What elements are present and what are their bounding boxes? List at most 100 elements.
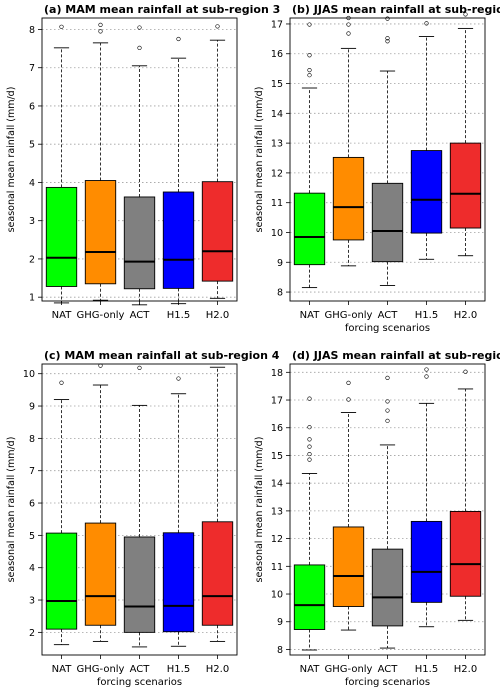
x-axis-label: forcing scenarios: [345, 677, 430, 687]
outlier-point: [346, 397, 351, 402]
chart-panel-3: (c) MAM mean rainfall at sub-region 4 2 3 4…: [6, 349, 280, 687]
y-tick-label: 10: [271, 590, 283, 601]
outlier-point: [307, 22, 312, 27]
y-tick-label: 14: [271, 479, 283, 490]
y-tick-label: 10: [271, 228, 283, 239]
outlier-point: [176, 376, 181, 381]
outlier-point: [385, 16, 390, 21]
outlier-point: [346, 22, 351, 27]
x-tick-label: NAT: [52, 310, 73, 321]
outlier-point: [307, 444, 312, 449]
y-tick-label: 9: [277, 617, 283, 628]
box-h2-0: [449, 142, 482, 229]
chart-panel-4: (d) JJAS mean rainfall at sub-region 4 8 9…: [254, 349, 500, 687]
outlier-point: [385, 399, 390, 404]
outlier-point: [385, 39, 390, 44]
y-tick-label: 14: [271, 109, 283, 120]
box-ghg-only: [84, 180, 117, 285]
y-tick-label: 9: [277, 258, 283, 269]
box-act: [371, 548, 404, 627]
y-tick-label: 1: [29, 293, 35, 304]
x-tick-label: GHG-only: [325, 664, 373, 675]
y-tick-label: 5: [29, 531, 35, 542]
box-h1-5: [162, 532, 195, 633]
outlier-point: [98, 22, 103, 27]
outlier-point: [215, 24, 220, 29]
box-nat: [293, 564, 326, 630]
y-tick-label: 17: [271, 19, 283, 30]
outlier-point: [307, 437, 312, 442]
x-tick-label: GHG-only: [77, 310, 125, 321]
chart-title: (d) JJAS mean rainfall at sub-region 4: [292, 349, 500, 362]
x-tick-label: H2.0: [206, 664, 229, 675]
outlier-point: [176, 36, 181, 42]
outlier-point: [463, 369, 468, 374]
outlier-point: [59, 24, 64, 29]
outlier-point: [346, 31, 351, 36]
y-tick-label: 18: [271, 368, 283, 379]
box-h2-0: [201, 521, 234, 626]
outlier-point: [98, 29, 103, 34]
x-tick-label: H1.5: [415, 310, 438, 321]
y-tick-label: 8: [277, 288, 283, 299]
y-tick-label: 5: [29, 140, 35, 151]
y-tick-label: 6: [29, 499, 35, 510]
y-tick-label: 13: [271, 139, 283, 150]
chart-title: (a) MAM mean rainfall at sub-region 3: [44, 3, 280, 16]
x-tick-label: ACT: [378, 664, 399, 675]
x-tick-label: H1.5: [167, 664, 190, 675]
box-h1-5: [410, 150, 443, 234]
x-tick-label: GHG-only: [77, 664, 125, 675]
box-act: [371, 182, 404, 263]
y-axis-label: seasonal mean rainfall (mm/d): [254, 437, 265, 583]
chart-title: (b) JJAS mean rainfall at sub-region 3: [292, 3, 500, 16]
y-tick-label: 17: [271, 396, 283, 407]
chart-title: (c) MAM mean rainfall at sub-region 4: [44, 349, 280, 362]
y-tick-label: 4: [29, 178, 35, 189]
box-ghg-only: [332, 156, 365, 241]
y-tick-label: 8: [29, 434, 35, 445]
box-nat: [45, 532, 78, 630]
y-tick-label: 16: [271, 49, 283, 60]
outlier-point: [307, 425, 312, 430]
y-tick-label: 12: [271, 534, 283, 545]
x-tick-label: ACT: [130, 664, 151, 675]
outlier-point: [424, 367, 429, 372]
y-tick-label: 2: [29, 628, 35, 639]
outlier-point: [307, 457, 312, 462]
y-axis-label: seasonal mean rainfall (mm/d): [6, 87, 17, 233]
outlier-point: [307, 396, 312, 401]
chart-panel-2: (b) JJAS mean rainfall at sub-region 3 8 9…: [254, 3, 500, 334]
box-h2-0: [201, 181, 234, 282]
x-tick-label: H1.5: [415, 664, 438, 675]
y-tick-label: 15: [271, 451, 283, 462]
y-tick-label: 16: [271, 423, 283, 434]
box-h1-5: [410, 520, 443, 603]
outlier-point: [424, 21, 429, 26]
y-tick-label: 8: [277, 645, 283, 656]
x-tick-label: H2.0: [206, 310, 229, 321]
outlier-point: [385, 408, 390, 413]
y-tick-label: 8: [29, 25, 35, 36]
box-nat: [293, 192, 326, 266]
x-tick-label: ACT: [130, 310, 151, 321]
chart-panel-1: (a) MAM mean rainfall at sub-region 3123…: [6, 3, 280, 321]
y-tick-label: 9: [29, 402, 35, 413]
outlier-point: [424, 374, 429, 379]
box-h2-0: [449, 510, 482, 597]
plot-frame: [289, 17, 486, 302]
y-tick-label: 7: [29, 63, 35, 74]
outlier-point: [346, 380, 351, 385]
plot-frame: [289, 363, 486, 656]
y-axis-label: seasonal mean rainfall (mm/d): [6, 437, 17, 583]
y-tick-label: 12: [271, 168, 283, 179]
x-axis-label: forcing scenarios: [97, 677, 182, 687]
y-tick-label: 10: [23, 369, 35, 380]
outlier-point: [307, 451, 312, 457]
y-tick-label: 6: [29, 101, 35, 112]
y-tick-label: 4: [29, 563, 35, 574]
box-ghg-only: [332, 526, 365, 607]
plot-frame: [41, 363, 238, 656]
y-tick-label: 15: [271, 79, 283, 90]
